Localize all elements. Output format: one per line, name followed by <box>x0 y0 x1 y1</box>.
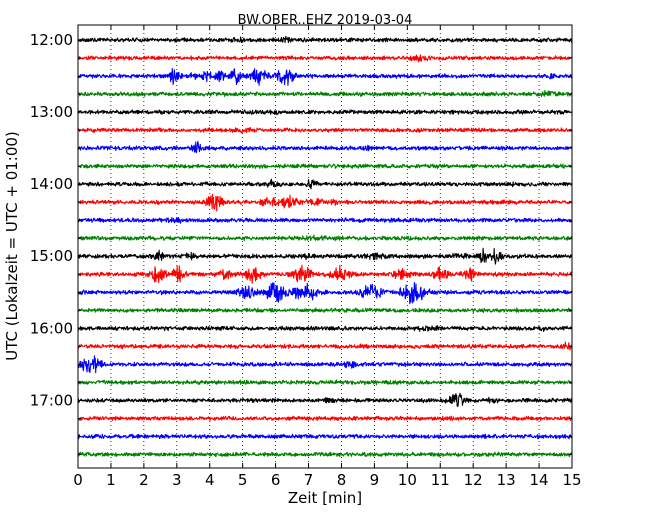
trace-12:30 <box>77 68 573 86</box>
x-tick-label-15: 15 <box>562 471 581 489</box>
x-axis-label: Zeit [min] <box>288 489 362 507</box>
trace-13:45 <box>77 163 573 169</box>
trace-14:15 <box>77 193 573 212</box>
trace-12:00 <box>77 35 573 44</box>
x-tick-label-5: 5 <box>238 471 248 489</box>
trace-14:30 <box>77 216 573 224</box>
trace-16:45 <box>77 379 573 386</box>
trace-16:30 <box>77 355 573 374</box>
x-tick-label-14: 14 <box>530 471 549 489</box>
trace-16:15 <box>77 341 573 351</box>
trace-17:30 <box>77 433 573 440</box>
trace-15:00 <box>77 247 573 265</box>
trace-13:00 <box>77 109 573 116</box>
trace-12:15 <box>77 54 573 63</box>
x-tick-label-1: 1 <box>106 471 116 489</box>
trace-13:15 <box>77 127 573 134</box>
y-tick-label-15:00: 15:00 <box>30 247 73 265</box>
y-tick-label-12:00: 12:00 <box>30 31 73 49</box>
x-tick-label-10: 10 <box>398 471 417 489</box>
trace-17:45 <box>77 451 573 458</box>
trace-14:00 <box>77 178 573 190</box>
trace-15:30 <box>77 281 573 305</box>
x-tick-label-7: 7 <box>304 471 314 489</box>
x-tick-label-11: 11 <box>431 471 450 489</box>
plot-frame <box>77 24 573 469</box>
x-tick-label-8: 8 <box>337 471 347 489</box>
y-tick-label-14:00: 14:00 <box>30 175 73 193</box>
trace-13:30 <box>77 140 573 154</box>
x-tick-label-6: 6 <box>271 471 281 489</box>
y-tick-label-17:00: 17:00 <box>30 391 73 409</box>
trace-15:15 <box>77 264 573 284</box>
x-tick-label-3: 3 <box>172 471 182 489</box>
chart-title: BW.OBER..EHZ 2019-03-04 <box>238 13 413 28</box>
x-axis: 0 1 2 3 4 5 6 7 8 9 10 11 12 13 14 15 <box>73 25 582 489</box>
x-tick-label-4: 4 <box>205 471 215 489</box>
trace-12:45 <box>77 89 573 98</box>
trace-16:00 <box>77 325 573 332</box>
trace-17:00 <box>77 392 573 407</box>
trace-14:45 <box>77 234 573 242</box>
y-axis-label: UTC (Lokalzeit = UTC + 01:00) <box>3 131 21 361</box>
trace-group <box>77 35 573 458</box>
x-tick-label-2: 2 <box>139 471 149 489</box>
x-tick-label-12: 12 <box>464 471 483 489</box>
x-tick-label-0: 0 <box>73 471 83 489</box>
x-tick-label-13: 13 <box>497 471 516 489</box>
x-tick-label-9: 9 <box>370 471 380 489</box>
y-axis: 12:00 13:00 14:00 15:00 16:00 17:00 <box>30 31 572 455</box>
trace-17:15 <box>77 415 573 422</box>
y-tick-label-16:00: 16:00 <box>30 319 73 337</box>
trace-15:45 <box>77 307 573 313</box>
y-tick-label-13:00: 13:00 <box>30 103 73 121</box>
